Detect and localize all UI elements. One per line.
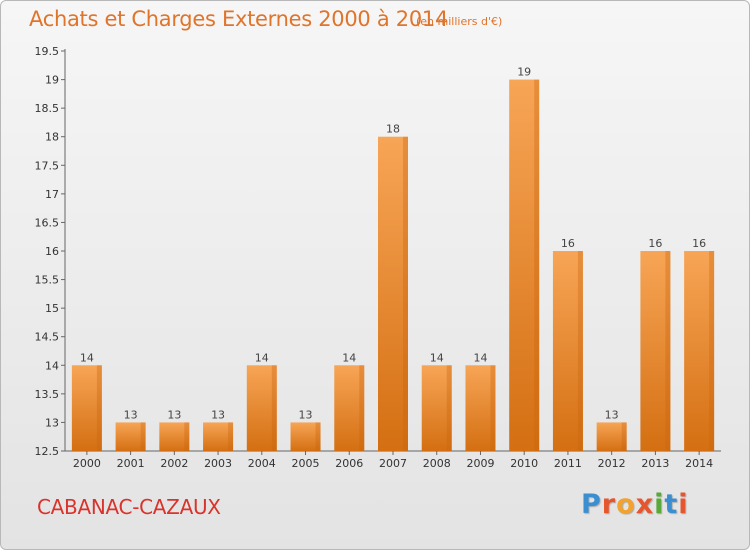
y-tick-label: 16: [45, 245, 59, 258]
bar: [159, 422, 190, 451]
bar-shade: [446, 365, 452, 451]
value-label: 14: [473, 351, 487, 364]
bar-shade: [96, 365, 102, 451]
bar-shade: [271, 365, 277, 451]
value-label: 16: [692, 237, 706, 250]
bar-shade: [228, 422, 234, 451]
value-label: 14: [255, 351, 269, 364]
value-label: 14: [430, 351, 444, 364]
y-tick-label: 19.5: [35, 45, 60, 58]
y-tick-label: 15.5: [35, 274, 60, 287]
x-tick-label: 2003: [204, 457, 232, 470]
x-tick-label: 2010: [510, 457, 538, 470]
x-tick-label: 2002: [160, 457, 188, 470]
x-tick-label: 2000: [73, 457, 101, 470]
bar-shade: [140, 422, 146, 451]
x-tick-label: 2006: [335, 457, 363, 470]
bars: [71, 79, 715, 452]
x-tick-label: 2013: [641, 457, 669, 470]
x-tick-label: 2008: [423, 457, 451, 470]
bar: [684, 251, 715, 451]
labels: 14 13 13 13 14 13 14 18 14 14 19 16 13 16 16: [80, 66, 706, 422]
y-tick-label: 14.5: [35, 331, 60, 344]
y-tick-label: 12.5: [35, 445, 60, 458]
bar: [640, 251, 671, 451]
y-tick-label: 18: [45, 131, 59, 144]
bar: [334, 365, 365, 451]
bar-shade: [709, 251, 715, 451]
value-label: 16: [648, 237, 662, 250]
y-tick-label: 19: [45, 74, 59, 87]
y-tick-label: 16.5: [35, 216, 60, 229]
x-tick-label: 2011: [554, 457, 582, 470]
bar: [465, 365, 496, 451]
bar-shade: [359, 365, 365, 451]
bar-shade: [534, 79, 540, 452]
x-tick-label: 2012: [598, 457, 626, 470]
value-label: 16: [561, 237, 575, 250]
x-tick-label: 2004: [248, 457, 276, 470]
y-tick-label: 15: [45, 302, 59, 315]
y-tick-label: 17.5: [35, 159, 60, 172]
value-label: 14: [342, 351, 356, 364]
x-tick-label: 2001: [117, 457, 145, 470]
bar: [71, 365, 102, 451]
bar-shade: [490, 365, 496, 451]
bar-shade: [184, 422, 190, 451]
bar: [246, 365, 277, 451]
town-name: CABANAC-CAZAUX: [37, 495, 221, 519]
y-tick-label: 13.5: [35, 388, 60, 401]
x-tick-label: 2007: [379, 457, 407, 470]
bar-shade: [665, 251, 671, 451]
bar-shade: [577, 251, 583, 451]
unit-note: (en milliers d'€): [416, 15, 503, 28]
proxiti-logo[interactable]: Proxiti: [581, 489, 689, 520]
bar-shade: [621, 422, 627, 451]
bar: [552, 251, 583, 451]
value-label: 13: [167, 408, 181, 421]
value-label: 13: [211, 408, 225, 421]
bar: [115, 422, 146, 451]
x-tick-label: 2014: [685, 457, 713, 470]
bar: [596, 422, 627, 451]
bar: [203, 422, 234, 451]
value-label: 13: [299, 408, 313, 421]
axes: 12.5 13 13.5 14 14.5 15 15.5 16 16.5 17 17.5 18 18.5…: [35, 45, 721, 470]
x-tick-label: 2005: [292, 457, 320, 470]
x-tick-label: 2009: [466, 457, 494, 470]
y-tick-label: 13: [45, 416, 59, 429]
bar: [378, 136, 408, 451]
bar-shade: [315, 422, 321, 451]
y-tick-label: 14: [45, 359, 59, 372]
bar: [421, 365, 452, 451]
chart-title: Achats et Charges Externes 2000 à 2014: [29, 7, 449, 31]
value-label: 19: [517, 66, 531, 79]
bar: [290, 422, 321, 451]
bar: [509, 79, 540, 452]
value-label: 13: [124, 408, 138, 421]
value-label: 14: [80, 351, 94, 364]
value-label: 18: [386, 123, 400, 136]
value-label: 13: [605, 408, 619, 421]
y-tick-label: 17: [45, 188, 59, 201]
y-tick-label: 18.5: [35, 102, 60, 115]
bar-shade: [403, 136, 408, 451]
